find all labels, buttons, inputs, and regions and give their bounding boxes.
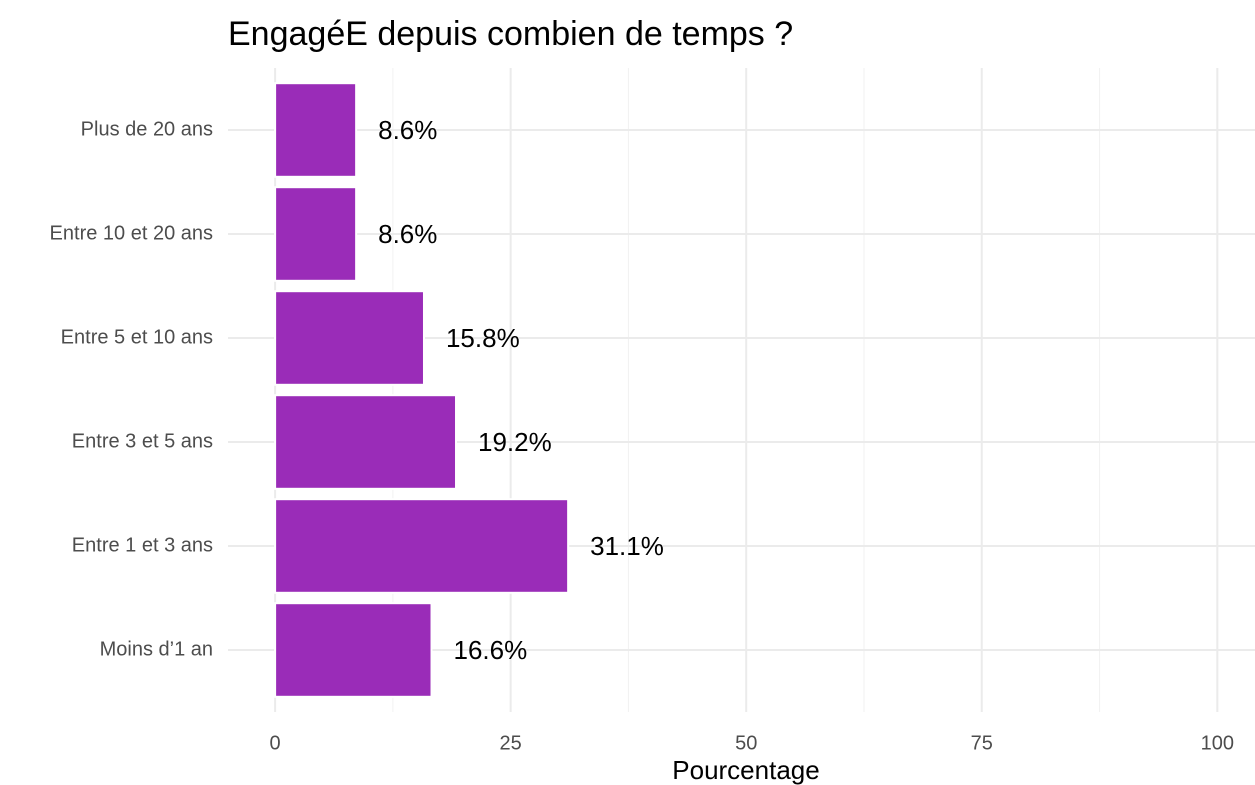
- bar: [274, 394, 458, 490]
- x-axis-label: Pourcentage: [672, 755, 819, 785]
- x-tick-label: 50: [735, 732, 757, 754]
- bar: [274, 186, 358, 282]
- x-tick-label: 100: [1201, 732, 1234, 754]
- x-tick-label: 75: [971, 732, 993, 754]
- bar: [274, 498, 570, 594]
- y-tick-label: Entre 3 et 5 ans: [72, 430, 213, 452]
- y-tick-label: Entre 5 et 10 ans: [61, 326, 213, 348]
- bar: [274, 82, 358, 178]
- y-tick-label: Entre 10 et 20 ans: [50, 222, 213, 244]
- bar: [274, 602, 433, 698]
- value-label: 31.1%: [590, 531, 664, 561]
- value-label: 8.6%: [378, 219, 437, 249]
- y-tick-label: Entre 1 et 3 ans: [72, 534, 213, 556]
- x-tick-label: 0: [270, 732, 281, 754]
- value-label: 16.6%: [454, 635, 528, 665]
- y-tick-label: Plus de 20 ans: [81, 118, 213, 140]
- value-label: 15.8%: [446, 323, 520, 353]
- value-label: 8.6%: [378, 115, 437, 145]
- chart-title: EngagéE depuis combien de temps ?: [228, 15, 793, 53]
- value-label: 19.2%: [478, 427, 552, 457]
- bar: [274, 290, 425, 386]
- x-tick-label: 25: [500, 732, 522, 754]
- y-tick-label: Moins d’1 an: [100, 638, 213, 660]
